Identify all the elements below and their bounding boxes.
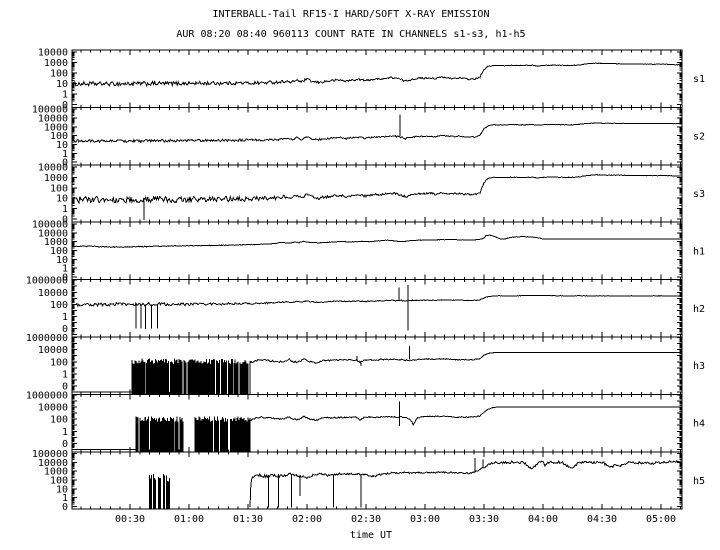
y-tick-label: 10 — [56, 194, 68, 205]
channel-label-s2: s2 — [693, 132, 705, 143]
y-tick-label: 10000 — [38, 458, 68, 469]
axis-ticks — [72, 451, 682, 510]
y-tick-label: 10000 — [38, 228, 68, 239]
y-tick-label: 100000 — [32, 220, 68, 231]
trace-h2 — [71, 294, 682, 308]
y-tick-label: 10 — [56, 140, 68, 151]
channel-label-h4: h4 — [693, 419, 705, 430]
y-tick-label: 100 — [50, 183, 68, 194]
trace-h4 — [249, 406, 682, 427]
y-tick-label: 100 — [50, 357, 68, 368]
y-tick-label: 10 — [56, 255, 68, 266]
y-tick-label: 10000 — [38, 114, 68, 125]
trace-h1 — [72, 234, 682, 249]
x-tick-label: 04:00 — [528, 514, 558, 525]
axis-ticks — [72, 279, 682, 337]
y-tick-label: 10000 — [38, 288, 68, 299]
y-tick-label: 100 — [50, 131, 68, 142]
y-tick-label: 1000 — [44, 58, 68, 69]
y-tick-label: 10000 — [38, 403, 68, 414]
trace-h3 — [249, 351, 682, 364]
y-tick-label: 100 — [50, 246, 68, 257]
y-tick-label: 1 — [62, 204, 68, 215]
y-tick-label: 0 — [62, 381, 68, 392]
y-tick-label: 1000 — [44, 467, 68, 478]
y-tick-label: 1 — [62, 493, 68, 504]
x-tick-label: 01:00 — [174, 514, 204, 525]
y-tick-label: 100 — [50, 415, 68, 426]
trace-s2 — [71, 122, 682, 144]
channel-label-h2: h2 — [693, 304, 705, 315]
channel-label-h1: h1 — [693, 246, 705, 257]
trace-s1 — [71, 62, 682, 88]
y-tick-label: 1000 — [44, 122, 68, 133]
y-tick-label: 10 — [56, 484, 68, 495]
y-tick-label: 100 — [50, 476, 68, 487]
trace-s3 — [71, 174, 682, 205]
y-tick-label: 100000 — [32, 449, 68, 460]
y-tick-label: 0 — [62, 324, 68, 335]
x-tick-label: 03:00 — [410, 514, 440, 525]
plot-subtitle: AUR 08:20 08:40 960113 COUNT RATE IN CHA… — [176, 29, 525, 40]
y-tick-label: 100000 — [32, 105, 68, 116]
channel-label-h5: h5 — [693, 476, 705, 487]
axis-ticks — [72, 50, 682, 108]
panels-container: 1000010001001010s11000001000010001001010… — [26, 48, 705, 526]
axis-ticks — [72, 164, 682, 223]
channel-label-h3: h3 — [693, 361, 705, 372]
y-tick-label: 10 — [56, 79, 68, 90]
x-tick-label: 04:30 — [587, 514, 617, 525]
dropout-band — [194, 416, 251, 452]
x-tick-label: 02:00 — [292, 514, 322, 525]
y-tick-label: 1 — [62, 264, 68, 275]
y-tick-label: 1000000 — [26, 391, 68, 402]
x-tick-label: 02:30 — [351, 514, 381, 525]
dropout-band — [149, 473, 170, 509]
axis-ticks — [72, 394, 682, 452]
dropout-band — [131, 358, 251, 395]
y-tick-label: 1000000 — [26, 276, 68, 287]
y-tick-label: 1 — [62, 312, 68, 323]
y-tick-label: 1 — [62, 427, 68, 438]
channel-label-s1: s1 — [693, 74, 705, 85]
y-tick-label: 1 — [62, 89, 68, 100]
y-tick-label: 10000 — [38, 48, 68, 59]
y-tick-label: 100 — [50, 69, 68, 80]
y-tick-label: 1 — [62, 369, 68, 380]
y-tick-label: 0 — [62, 502, 68, 513]
y-tick-label: 1000 — [44, 173, 68, 184]
y-tick-label: 10000 — [38, 162, 68, 173]
y-tick-label: 1 — [62, 149, 68, 160]
axis-ticks — [72, 107, 682, 165]
y-tick-label: 10000 — [38, 345, 68, 356]
x-tick-label: 03:30 — [469, 514, 499, 525]
axis-ticks — [72, 337, 682, 395]
x-tick-label: 05:00 — [646, 514, 676, 525]
x-tick-label: 00:30 — [115, 514, 145, 525]
trace-h5 — [249, 459, 682, 507]
x-tick-label: 01:30 — [233, 514, 263, 525]
plot-title: INTERBALL-Tail RF15-I HARD/SOFT X-RAY EM… — [213, 9, 490, 20]
y-tick-label: 0 — [62, 439, 68, 450]
dropout-band — [135, 416, 184, 452]
y-tick-label: 0 — [62, 158, 68, 169]
y-tick-label: 100 — [50, 300, 68, 311]
y-tick-label: 1000000 — [26, 333, 68, 344]
channel-label-s3: s3 — [693, 189, 705, 200]
y-tick-label: 1000 — [44, 237, 68, 248]
y-tick-label: 0 — [62, 100, 68, 111]
y-tick-label: 0 — [62, 273, 68, 284]
y-tick-label: 0 — [62, 215, 68, 226]
x-axis-label: time UT — [350, 530, 392, 541]
